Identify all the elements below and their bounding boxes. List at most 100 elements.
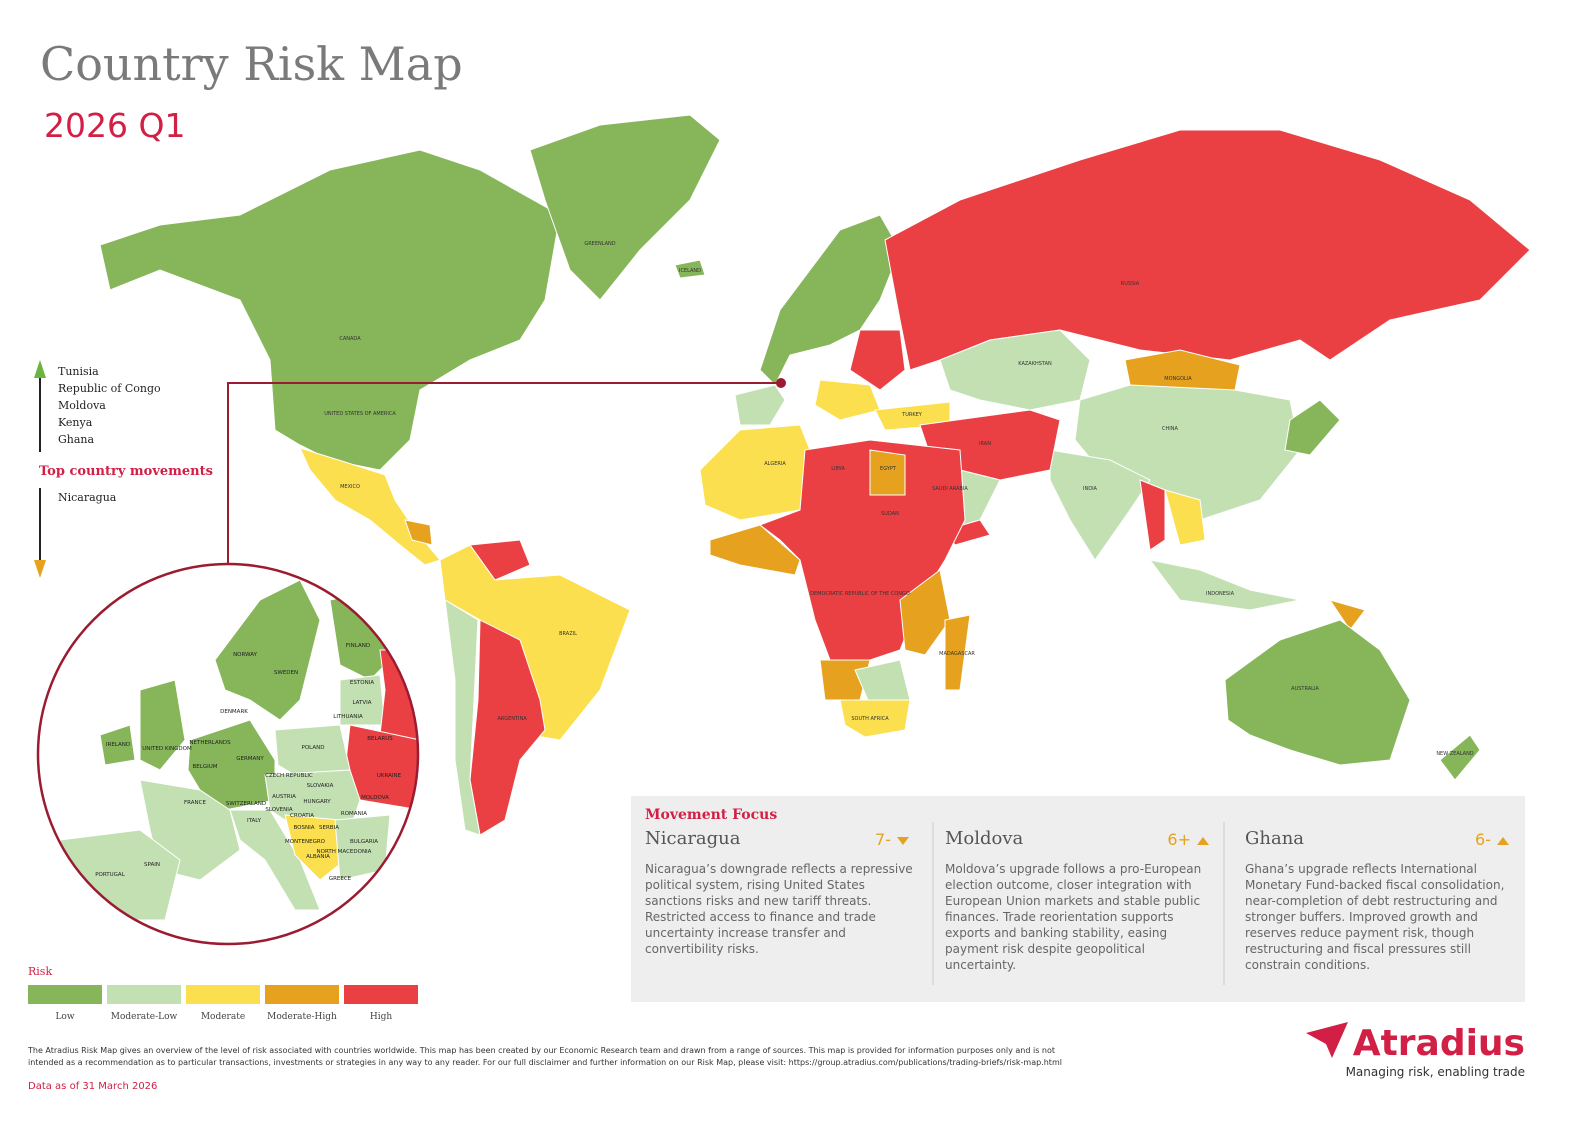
country-label: MEXICO (340, 484, 360, 490)
legend-label: Moderate-High (267, 1012, 337, 1022)
country-label: ARGENTINA (497, 716, 527, 722)
country-label: SPAIN (144, 862, 160, 868)
country-label: UKRAINE (377, 773, 402, 779)
data-date: Data as of 31 March 2026 (28, 1081, 157, 1092)
card-rating: 6+ (1167, 830, 1191, 849)
legend-swatch (107, 985, 181, 1004)
country-label: PORTUGAL (95, 872, 125, 878)
direction-triangle (897, 837, 909, 845)
direction-triangle (1197, 837, 1209, 845)
country-label: MADAGASCAR (939, 651, 975, 657)
focus-card: Nicaragua 7- Nicaragua’s downgrade reflect… (645, 828, 913, 957)
up-arrow (34, 360, 46, 378)
movement-down: Nicaragua (58, 491, 117, 504)
focus-panel (631, 796, 1525, 1002)
legend-label: Moderate-Low (111, 1012, 178, 1022)
title: Country Risk Map (40, 37, 463, 91)
focus-title: Movement Focus (645, 807, 777, 823)
country-label: MOLDOVA (361, 795, 389, 801)
inset-anchor (776, 378, 786, 388)
direction-icon (1497, 837, 1509, 845)
country-label: AUSTRIA (272, 794, 296, 800)
country-label: MONGOLIA (1164, 376, 1192, 382)
country-label: HUNGARY (303, 799, 331, 805)
country-label: CROATIA (290, 813, 314, 819)
country-label: NEW ZEALAND (1436, 751, 1473, 757)
country-label: MONTENEGRO (285, 839, 326, 845)
country-label: SWEDEN (274, 670, 298, 676)
country-label: KAZAKHSTAN (1018, 361, 1052, 367)
country-label: GERMANY (236, 756, 264, 762)
country-label: ALBANIA (306, 854, 330, 860)
country-label: NORWAY (233, 652, 258, 658)
card-country: Ghana (1245, 828, 1305, 849)
country-label: INDONESIA (1206, 591, 1235, 597)
country-label: ALGERIA (764, 461, 786, 467)
country-label: BULGARIA (350, 839, 378, 845)
country-label: TURKEY (901, 412, 923, 418)
country-label: BELGIUM (193, 764, 218, 770)
legend-swatch (186, 985, 260, 1004)
country-label: GREECE (329, 876, 352, 882)
down-arrow (34, 560, 46, 578)
card-rating: 6- (1475, 830, 1491, 849)
country-label: ITALY (247, 818, 262, 824)
legend-swatch (265, 985, 339, 1004)
country-label: UNITED KINGDOM (142, 746, 192, 752)
card-country: Moldova (945, 828, 1024, 849)
movement-up: Tunisia (58, 365, 99, 378)
country-label: LATVIA (352, 700, 371, 706)
movement-up: Kenya (58, 416, 93, 429)
country-label: IRELAND (106, 742, 130, 748)
country-label: CHINA (1162, 426, 1178, 432)
country-label: LITHUANIA (333, 714, 363, 720)
movements: Top country movements (34, 360, 213, 578)
focus-card: Moldova 6+ Moldova’s upgrade follows a pro… (945, 828, 1213, 973)
legend-swatch (344, 985, 418, 1004)
card-country: Nicaragua (645, 828, 741, 849)
country-label: FINLAND (346, 643, 370, 649)
card-rating: 7- (875, 830, 891, 849)
inset-border (36, 562, 420, 946)
country-label: GREENLAND (584, 241, 615, 247)
country-label: UNITED STATES OF AMERICA (324, 411, 396, 417)
inset-labels: NORWAY SWEDEN FINLAND ESTONIA LATVIA LIT… (95, 643, 401, 882)
country-label: NORTH MACEDONIA (317, 849, 372, 855)
country-label: INDIA (1083, 486, 1098, 492)
focus-cards: Nicaragua 7- Nicaragua’s downgrade reflect… (645, 828, 1515, 988)
inset-connector (227, 382, 781, 563)
country-label: ROMANIA (341, 811, 367, 817)
brand-logo: Atradius Managing risk, enabling trade (1306, 1022, 1525, 1079)
map-labels: GREENLAND ICELAND CANADA UNITED STATES O… (324, 241, 1474, 757)
card-text: Nicaragua’s downgrade reflects a repress… (645, 862, 913, 956)
direction-icon (897, 837, 909, 845)
country-label: AUSTRALIA (1291, 686, 1319, 692)
country-label: EGYPT (880, 466, 897, 472)
brand-name: Atradius (1353, 1023, 1525, 1064)
legend-swatch (28, 985, 102, 1004)
country-label: SAUDI ARABIA (932, 486, 968, 492)
country-label: SLOVENIA (265, 807, 293, 813)
country-label: FRANCE (184, 800, 206, 806)
card-text: Moldova’s upgrade follows a pro-European… (945, 862, 1202, 972)
country-label: BELARUS (367, 736, 393, 742)
country-label: SUDAN (881, 511, 899, 517)
legend-label: Low (55, 1012, 74, 1022)
movement-up: Ghana (58, 433, 95, 446)
movement-up: Republic of Congo (58, 382, 161, 395)
direction-triangle (1497, 837, 1509, 845)
country-label: ICELAND (679, 268, 701, 274)
country-label: RUSSIA (1121, 281, 1140, 287)
legend-title: Risk (28, 965, 52, 978)
country-label: DEMOCRATIC REPUBLIC OF THE CONGO (810, 591, 910, 597)
legend-label: High (370, 1012, 392, 1022)
country-label: POLAND (302, 745, 325, 751)
country-label: ESTONIA (350, 680, 374, 686)
disclaimer: The Atradius Risk Map gives an overview … (28, 1046, 1062, 1067)
logo-mark (1306, 1022, 1348, 1058)
europe-inset (59, 579, 418, 921)
country-label: SOUTH AFRICA (851, 716, 889, 722)
country-label: BOSNIA (294, 825, 315, 831)
